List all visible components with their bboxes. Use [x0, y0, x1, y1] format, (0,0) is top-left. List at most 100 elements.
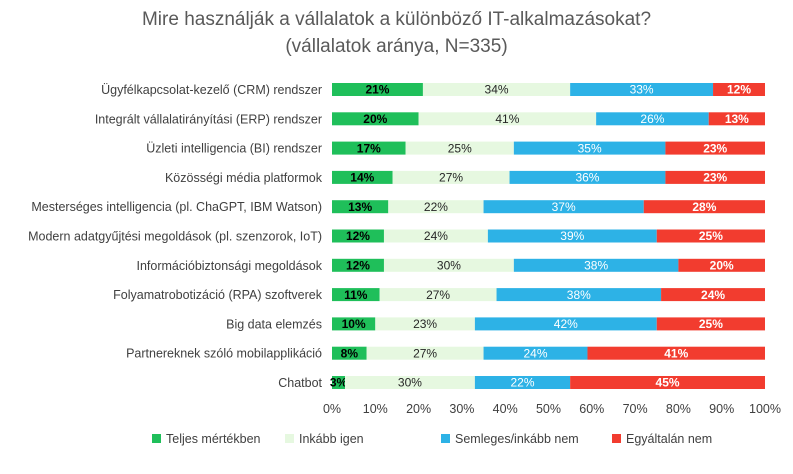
bar-segment	[596, 112, 709, 126]
legend-label: Egyáltalán nem	[626, 432, 712, 446]
data-label: 39%	[560, 229, 584, 243]
category-label: Integrált vállalatirányítási (ERP) rends…	[95, 112, 322, 126]
x-tick-label: 60%	[579, 402, 604, 416]
data-label: 35%	[578, 141, 602, 155]
bar-segment	[332, 288, 380, 302]
bar-segment	[678, 258, 765, 272]
category-label: Partnereknek szóló mobilapplikáció	[126, 347, 322, 361]
bar-segment	[487, 229, 657, 243]
data-label: 23%	[703, 171, 727, 185]
data-label: 41%	[495, 112, 519, 126]
data-label: 24%	[523, 346, 547, 360]
bar-segment	[405, 141, 514, 155]
bar-segment	[474, 376, 571, 389]
bar-segment	[509, 170, 666, 184]
data-label: 13%	[348, 200, 372, 214]
bars: 21% 34% 33% 12% 20% 41% 26% 13% 17% 25% 35% 23% 14% 2…	[330, 83, 765, 390]
x-tick-label: 10%	[363, 402, 388, 416]
data-label: 11%	[344, 288, 368, 302]
bar-segment	[332, 258, 384, 272]
bar-segment	[665, 170, 765, 184]
data-label: 30%	[398, 376, 422, 390]
data-label: 12%	[346, 259, 370, 273]
bar-segment	[332, 376, 345, 389]
data-label: 25%	[699, 317, 723, 331]
x-tick-label: 20%	[406, 402, 431, 416]
bar-segment	[708, 112, 765, 126]
data-label: 22%	[424, 200, 448, 214]
data-label: 34%	[485, 83, 509, 97]
legend-label: Teljes mértékben	[166, 432, 261, 446]
x-tick-label: 0%	[323, 402, 341, 416]
data-label: 27%	[426, 288, 450, 302]
bar-segment	[422, 83, 571, 96]
bar-segment	[587, 346, 765, 360]
x-tick-label: 70%	[623, 402, 648, 416]
bar-segment	[344, 376, 475, 389]
bar-segment	[388, 200, 484, 214]
data-label: 12%	[346, 229, 370, 243]
x-tick-label: 80%	[666, 402, 691, 416]
legend-swatch	[441, 434, 450, 443]
data-label: 41%	[664, 346, 688, 360]
x-axis-ticks: 0% 10% 20% 30% 40% 50% 60% 70% 80% 90% 100%	[323, 402, 781, 416]
category-label: Ügyfélkapcsolat-kezelő (CRM) rendszer	[101, 83, 322, 97]
data-label: 36%	[575, 171, 599, 185]
bar-segment	[332, 170, 393, 184]
category-label: Üzleti intelligencia (BI) rendszer	[146, 142, 322, 156]
data-label: 27%	[439, 171, 463, 185]
bar-segment	[665, 141, 765, 155]
category-label: Folyamatrobotizáció (RPA) szoftverek	[113, 288, 323, 302]
data-label: 37%	[552, 200, 576, 214]
bar-segment	[332, 83, 423, 96]
category-label: Információbiztonsági megoldások	[136, 259, 322, 273]
category-labels: Ügyfélkapcsolat-kezelő (CRM) rendszer Int…	[28, 83, 323, 390]
bar-segment	[379, 288, 497, 302]
bar-segment	[392, 170, 510, 184]
data-label: 42%	[554, 317, 578, 331]
bar-segment	[474, 317, 657, 331]
bar-segment	[513, 141, 666, 155]
bar-segment	[661, 288, 765, 302]
data-label: 38%	[567, 288, 591, 302]
bar-segment	[332, 200, 389, 214]
legend-label: Inkább igen	[299, 432, 364, 446]
data-label: 14%	[350, 171, 374, 185]
data-label: 38%	[584, 259, 608, 273]
data-label: 33%	[630, 83, 654, 97]
bar-segment	[332, 112, 419, 126]
bar-segment	[570, 83, 714, 96]
data-label: 26%	[640, 112, 664, 126]
x-tick-label: 30%	[449, 402, 474, 416]
bar-segment	[332, 229, 384, 243]
bar-segment	[332, 141, 406, 155]
data-label: 23%	[413, 317, 437, 331]
bar-segment	[483, 346, 588, 360]
bar-segment	[656, 229, 765, 243]
chart-title: Mire használják a vállalatok a különböző…	[142, 9, 651, 30]
data-label: 45%	[656, 376, 680, 390]
data-label: 8%	[341, 346, 359, 360]
data-label: 25%	[699, 229, 723, 243]
data-label: 3%	[330, 376, 348, 390]
legend-swatch	[152, 434, 161, 443]
data-label: 10%	[342, 317, 366, 331]
data-label: 13%	[725, 112, 749, 126]
data-label: 24%	[701, 288, 725, 302]
bar-segment	[496, 288, 662, 302]
bar-segment	[713, 83, 765, 96]
bar-segment	[418, 112, 597, 126]
data-label: 24%	[424, 229, 448, 243]
category-label: Mesterséges intelligencia (pl. ChaGPT, I…	[31, 200, 322, 214]
data-label: 22%	[511, 376, 535, 390]
data-label: 30%	[437, 259, 461, 273]
bar-segment	[332, 346, 367, 360]
legend-label: Semleges/inkább nem	[455, 432, 579, 446]
legend-swatch	[285, 434, 294, 443]
data-label: 12%	[727, 83, 751, 97]
x-tick-label: 90%	[709, 402, 734, 416]
bar-segment	[375, 317, 475, 331]
bar-segment	[383, 229, 488, 243]
